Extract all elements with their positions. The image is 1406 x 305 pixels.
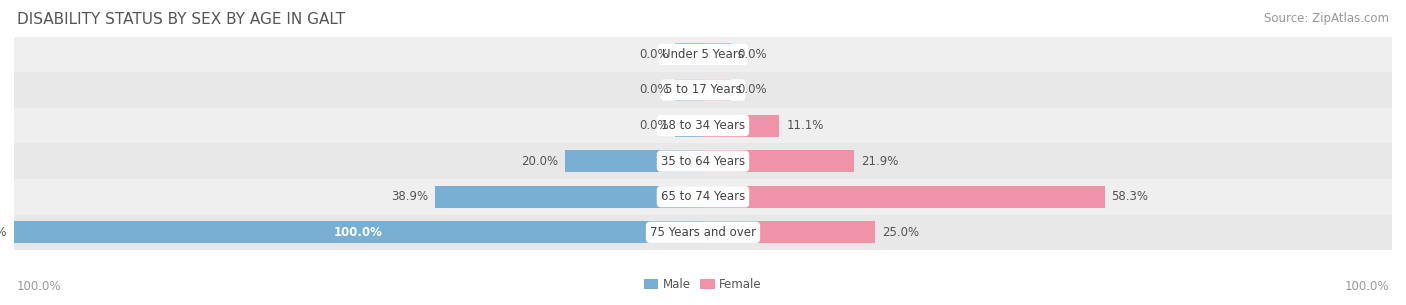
Bar — [675, 79, 703, 101]
Bar — [703, 150, 853, 172]
Text: Source: ZipAtlas.com: Source: ZipAtlas.com — [1264, 12, 1389, 25]
Text: 38.9%: 38.9% — [391, 190, 427, 203]
Bar — [703, 115, 779, 137]
Bar — [14, 221, 703, 243]
Bar — [675, 115, 703, 137]
Text: 0.0%: 0.0% — [638, 48, 669, 61]
Text: Under 5 Years: Under 5 Years — [662, 48, 744, 61]
Bar — [14, 214, 1392, 250]
Bar — [703, 43, 731, 66]
Bar — [14, 37, 1392, 72]
Text: 0.0%: 0.0% — [638, 84, 669, 96]
Text: 35 to 64 Years: 35 to 64 Years — [661, 155, 745, 168]
Bar — [703, 186, 1105, 208]
Bar — [14, 108, 1392, 143]
Text: 75 Years and over: 75 Years and over — [650, 226, 756, 239]
Text: 58.3%: 58.3% — [1112, 190, 1149, 203]
Text: 65 to 74 Years: 65 to 74 Years — [661, 190, 745, 203]
Text: 0.0%: 0.0% — [738, 84, 768, 96]
Text: 100.0%: 100.0% — [1344, 280, 1389, 293]
Text: 11.1%: 11.1% — [786, 119, 824, 132]
Text: 100.0%: 100.0% — [17, 280, 62, 293]
Legend: Male, Female: Male, Female — [644, 278, 762, 291]
Bar — [675, 43, 703, 66]
Text: 21.9%: 21.9% — [860, 155, 898, 168]
Bar — [14, 143, 1392, 179]
Text: 100.0%: 100.0% — [335, 226, 382, 239]
Bar — [14, 179, 1392, 214]
Bar — [14, 72, 1392, 108]
Text: 18 to 34 Years: 18 to 34 Years — [661, 119, 745, 132]
Text: 5 to 17 Years: 5 to 17 Years — [665, 84, 741, 96]
Text: 0.0%: 0.0% — [638, 119, 669, 132]
Text: 25.0%: 25.0% — [882, 226, 920, 239]
Text: 20.0%: 20.0% — [522, 155, 558, 168]
Text: DISABILITY STATUS BY SEX BY AGE IN GALT: DISABILITY STATUS BY SEX BY AGE IN GALT — [17, 12, 344, 27]
Bar — [703, 79, 731, 101]
Text: 0.0%: 0.0% — [738, 48, 768, 61]
Bar — [703, 221, 875, 243]
Bar — [565, 150, 703, 172]
Bar — [434, 186, 703, 208]
Text: 100.0%: 100.0% — [0, 226, 7, 239]
